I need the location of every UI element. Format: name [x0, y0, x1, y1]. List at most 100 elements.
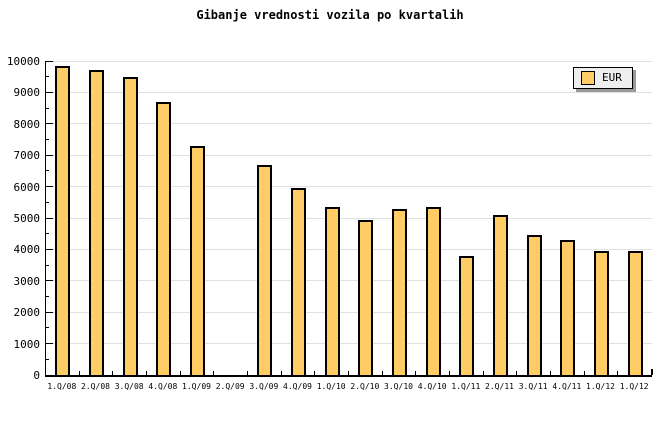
bar [627, 251, 643, 375]
x-axis-label: 1.Q/10 [316, 382, 346, 391]
y-major-tick [46, 248, 53, 250]
x-axis-label: 2.Q/09 [215, 382, 245, 391]
x-tick [79, 371, 80, 375]
bar [493, 215, 508, 375]
y-axis-label: 6000 [13, 180, 41, 194]
plot-area [45, 60, 653, 377]
bar [560, 240, 576, 375]
y-axis-label: 1000 [13, 337, 41, 351]
gridline [46, 248, 652, 250]
x-axis-label: 2.Q/10 [350, 382, 380, 391]
gridline [46, 311, 652, 313]
bar [324, 207, 340, 375]
gridline [46, 91, 652, 93]
bar [526, 235, 542, 375]
bar [358, 220, 374, 375]
x-axis-label: 1.Q/11 [451, 382, 481, 391]
y-major-tick [46, 217, 53, 219]
bar [594, 251, 609, 375]
x-tick [483, 371, 484, 375]
x-axis-label: 2.Q/08 [81, 382, 110, 391]
x-axis-label: 4.Q/08 [148, 382, 178, 391]
bar [89, 70, 104, 375]
legend-label: EUR [602, 71, 622, 84]
gridline [46, 60, 652, 62]
y-axis-label: 0 [33, 369, 40, 382]
bar [425, 207, 441, 375]
y-axis-label: 4000 [13, 243, 41, 257]
x-tick [449, 371, 450, 375]
x-axis-label: 1.Q/12 [586, 382, 615, 391]
y-minor-tick [46, 107, 49, 109]
chart-title: Gibanje vrednosti vozila po kvartalih [196, 8, 464, 22]
gridline [46, 123, 652, 125]
y-major-tick [46, 123, 53, 125]
x-tick [382, 371, 383, 375]
x-axis-label: 3.Q/09 [249, 382, 279, 391]
x-tick [584, 371, 585, 375]
gridline [46, 217, 652, 219]
x-axis-label: 1.Q/09 [182, 382, 211, 391]
bar [392, 209, 407, 375]
x-axis-label: 3.Q/11 [518, 382, 548, 391]
legend-swatch-icon [581, 71, 595, 85]
y-minor-tick [46, 233, 49, 235]
x-tick [247, 371, 248, 375]
x-tick [213, 371, 214, 375]
y-major-tick [46, 91, 53, 93]
gridline [46, 154, 652, 156]
y-minor-tick [46, 358, 49, 360]
x-tick [415, 371, 416, 375]
y-minor-tick [46, 296, 49, 297]
y-axis-label: 10000 [6, 55, 40, 68]
x-axis-label: 3.Q/08 [114, 382, 144, 391]
x-axis-label: 3.Q/10 [384, 382, 413, 391]
legend: EUR [573, 67, 633, 89]
y-axis-label: 2000 [13, 306, 41, 320]
x-tick [146, 371, 147, 375]
x-tick [281, 371, 282, 375]
x-axis-label: 1.Q/08 [47, 382, 77, 391]
y-axis-label: 9000 [13, 86, 41, 100]
y-major-tick [46, 154, 53, 156]
x-axis-label: 1.Q/12 [619, 382, 649, 391]
y-axis-label: 5000 [13, 212, 41, 225]
x-tick [180, 371, 181, 375]
y-minor-tick [46, 264, 49, 266]
gridline [46, 343, 652, 345]
y-minor-tick [46, 201, 49, 203]
bar [122, 77, 138, 375]
y-minor-tick [46, 139, 49, 140]
y-minor-tick [46, 327, 49, 329]
x-axis-label: 4.Q/10 [417, 382, 447, 391]
y-major-tick [46, 186, 53, 188]
bar [257, 165, 273, 375]
x-tick [112, 371, 113, 375]
y-axis-label: 3000 [13, 274, 41, 288]
x-axis-label: 4.Q/11 [552, 382, 582, 391]
y-major-tick [46, 311, 53, 313]
y-minor-tick [46, 170, 49, 172]
x-tick [314, 371, 315, 375]
gridline [46, 280, 652, 282]
gridline [46, 186, 652, 188]
bar [459, 256, 475, 375]
bar [291, 188, 306, 375]
y-minor-tick [46, 76, 49, 78]
y-axis-label: 8000 [13, 117, 41, 131]
y-major-tick [46, 61, 53, 62]
bar [55, 66, 71, 375]
y-major-tick [46, 280, 53, 282]
x-tick [550, 371, 551, 375]
x-axis-label: 4.Q/09 [283, 382, 312, 391]
x-tick [516, 371, 517, 375]
bar [156, 102, 172, 375]
x-tick [348, 371, 349, 375]
x-axis-endcap [651, 369, 653, 375]
y-axis-label: 7000 [13, 149, 41, 163]
x-axis-label: 2.Q/11 [485, 382, 514, 391]
bar [190, 146, 205, 375]
x-tick [617, 371, 618, 375]
y-major-tick [46, 343, 53, 345]
